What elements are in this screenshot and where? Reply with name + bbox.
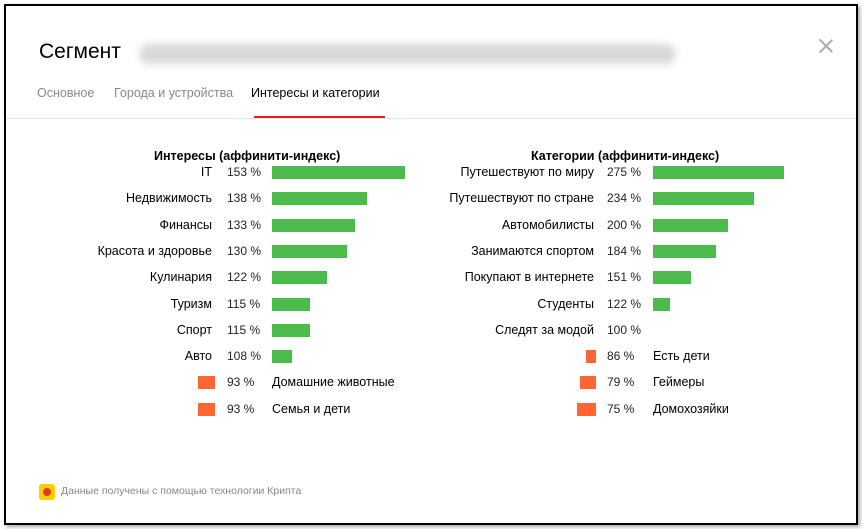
footer-note: Данные получены с помощью технологии Кри… [61,485,302,497]
categories-label: Автомобилисты [501,217,594,232]
categories-value: 184 % [607,243,642,258]
categories-bar [653,297,670,311]
categories-bar [653,244,716,258]
interests-value: 133 % [227,217,262,232]
categories-value: 151 % [607,270,642,285]
categories-bar [653,192,754,206]
close-icon[interactable] [816,36,836,56]
categories-value: 275 % [607,165,642,179]
interests-label: Домашние животные [272,375,395,390]
interests-label: Семья и дети [272,401,351,416]
categories-value: 75 % [607,401,635,416]
categories-bar [585,350,596,364]
interests-value: 115 % [227,322,261,337]
categories-value: 86 % [607,349,635,364]
segment-name-redacted [140,44,675,64]
kripta-logo-icon [39,484,55,500]
interests-bar [272,323,310,337]
categories-label: Геймеры [653,375,705,390]
interests-label: Туризм [170,296,212,311]
interests-bar [272,244,347,258]
categories-value: 122 % [607,296,642,311]
interests-value: 115 % [227,296,261,311]
interests-label: Финансы [159,217,212,232]
interests-value: 108 % [227,349,262,364]
interests-value: 153 % [227,165,262,179]
categories-label: Путешествуют по стране [449,191,594,206]
interests-bar [272,297,310,311]
interests-value: 122 % [227,270,262,285]
categories-label: Следят за модой [495,322,594,337]
tab-cities-devices[interactable]: Города и устройства [114,86,234,100]
modal-title: Сегмент [39,40,121,63]
categories-label: Покупают в интернете [464,270,594,285]
tab-interests-categories[interactable]: Интересы и категории [251,86,380,100]
categories-label: Путешествуют по миру [460,165,594,179]
interests-label: Авто [184,349,212,364]
interests-bar [272,350,292,364]
interests-title: Интересы (аффинити-индекс) [154,149,341,163]
active-tab-indicator [254,116,385,118]
categories-bar [653,271,692,285]
interests-label: IT [200,165,212,179]
segment-modal: Сегмент Основное Города и устройства Инт… [4,4,858,525]
tab-main[interactable]: Основное [37,86,95,100]
header-divider [6,118,856,119]
interests-value: 130 % [227,243,262,258]
interests-label: Кулинария [149,270,212,285]
categories-title: Категории (аффинити-индекс) [531,149,720,163]
categories-label: Домохозяйки [653,401,729,416]
interests-bar [272,166,405,179]
interests-value: 138 % [227,191,262,206]
interests-value: 93 % [227,375,255,390]
categories-bar [653,218,728,232]
categories-value: 100 % [607,322,642,337]
categories-value: 234 % [607,191,642,206]
categories-bar [577,402,596,416]
interests-label: Красота и здоровье [97,243,212,258]
interests-bar [197,402,215,416]
categories-bar [580,376,596,390]
interests-bar [272,218,355,232]
interests-bar [272,192,367,206]
interests-label: Недвижимость [126,191,212,206]
interests-bar [197,376,215,390]
interests-label: Спорт [176,322,212,337]
categories-bar [653,166,785,179]
categories-label: Студенты [537,296,594,311]
interests-value: 93 % [227,401,255,416]
categories-label: Занимаются спортом [471,243,594,258]
categories-label: Есть дети [653,349,710,364]
categories-value: 200 % [607,217,642,232]
interests-bar [272,271,327,285]
categories-value: 79 % [607,375,635,390]
